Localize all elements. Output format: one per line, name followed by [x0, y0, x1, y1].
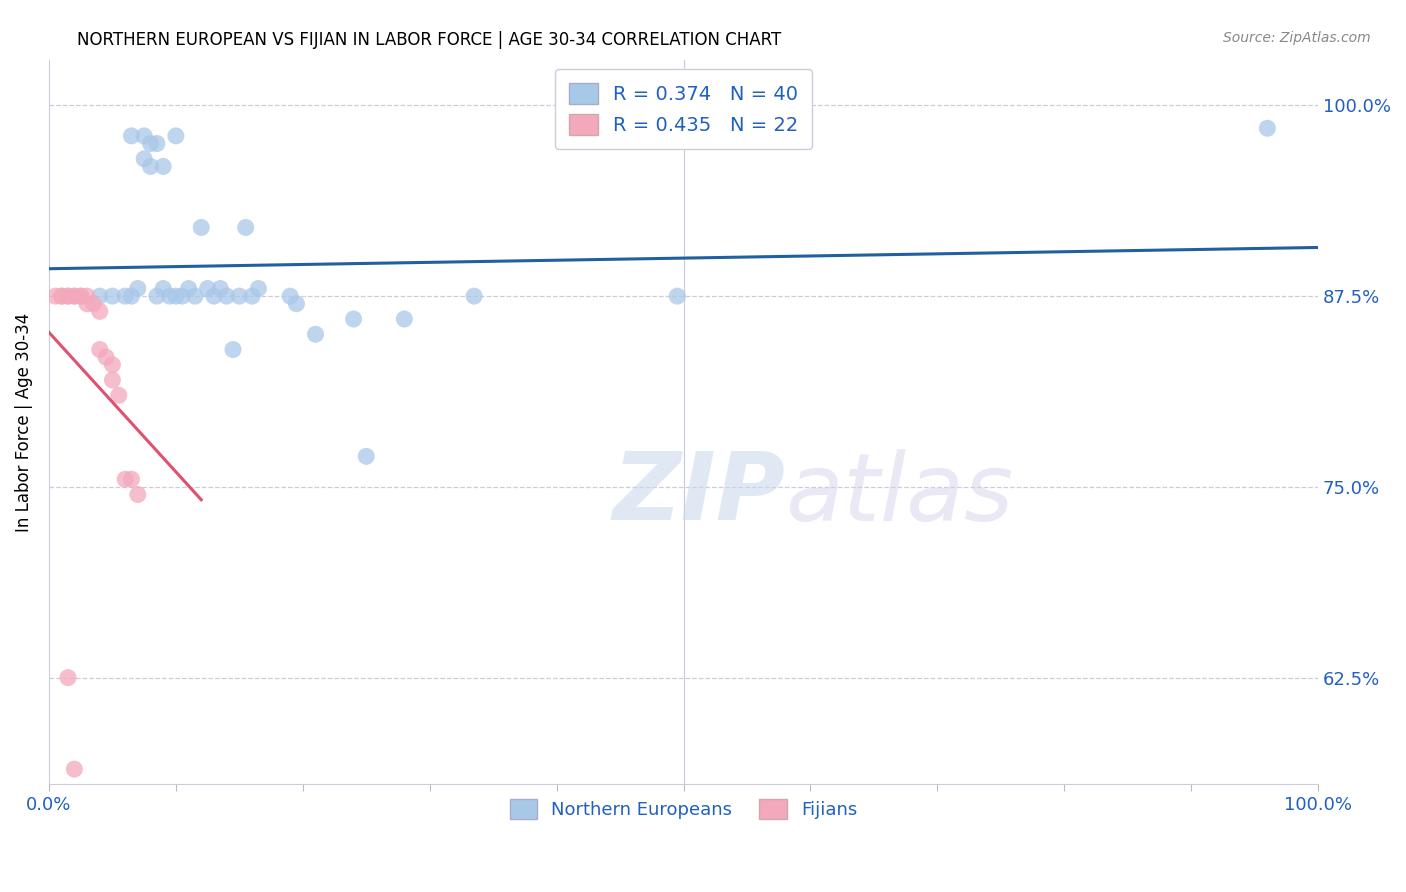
Point	[666, 289, 689, 303]
Point	[127, 487, 149, 501]
Text: ZIP: ZIP	[612, 449, 785, 541]
Text: Source: ZipAtlas.com: Source: ZipAtlas.com	[1223, 31, 1371, 45]
Point	[152, 160, 174, 174]
Point	[228, 289, 250, 303]
Point	[82, 297, 104, 311]
Point	[139, 136, 162, 151]
Point	[63, 289, 86, 303]
Point	[114, 289, 136, 303]
Point	[177, 281, 200, 295]
Point	[394, 312, 416, 326]
Point	[209, 281, 232, 295]
Point	[121, 289, 143, 303]
Point	[107, 388, 129, 402]
Point	[127, 281, 149, 295]
Point	[215, 289, 238, 303]
Point	[342, 312, 364, 326]
Point	[89, 304, 111, 318]
Point	[89, 289, 111, 303]
Point	[89, 343, 111, 357]
Point	[101, 358, 124, 372]
Y-axis label: In Labor Force | Age 30-34: In Labor Force | Age 30-34	[15, 312, 32, 532]
Point	[197, 281, 219, 295]
Point	[101, 289, 124, 303]
Point	[69, 289, 91, 303]
Text: NORTHERN EUROPEAN VS FIJIAN IN LABOR FORCE | AGE 30-34 CORRELATION CHART: NORTHERN EUROPEAN VS FIJIAN IN LABOR FOR…	[77, 31, 782, 49]
Point	[235, 220, 257, 235]
Point	[51, 289, 73, 303]
Point	[247, 281, 270, 295]
Point	[356, 450, 378, 464]
Point	[56, 289, 79, 303]
Point	[165, 289, 187, 303]
Text: atlas: atlas	[785, 449, 1014, 540]
Point	[51, 289, 73, 303]
Point	[165, 128, 187, 143]
Point	[121, 472, 143, 486]
Point	[139, 160, 162, 174]
Point	[159, 289, 181, 303]
Point	[76, 289, 98, 303]
Point	[222, 343, 245, 357]
Point	[63, 289, 86, 303]
Point	[190, 220, 212, 235]
Point	[134, 152, 156, 166]
Point	[56, 289, 79, 303]
Point	[101, 373, 124, 387]
Point	[114, 472, 136, 486]
Point	[146, 136, 169, 151]
Point	[56, 671, 79, 685]
Point	[304, 327, 326, 342]
Point	[463, 289, 485, 303]
Point	[172, 289, 194, 303]
Point	[184, 289, 207, 303]
Point	[69, 289, 91, 303]
Point	[121, 128, 143, 143]
Legend: Northern Europeans, Fijians: Northern Europeans, Fijians	[502, 792, 865, 826]
Point	[202, 289, 225, 303]
Point	[44, 289, 66, 303]
Point	[146, 289, 169, 303]
Point	[94, 350, 117, 364]
Point	[134, 128, 156, 143]
Point	[278, 289, 301, 303]
Point	[76, 297, 98, 311]
Point	[63, 762, 86, 776]
Point	[1256, 121, 1278, 136]
Point	[285, 297, 308, 311]
Point	[152, 281, 174, 295]
Point	[240, 289, 263, 303]
